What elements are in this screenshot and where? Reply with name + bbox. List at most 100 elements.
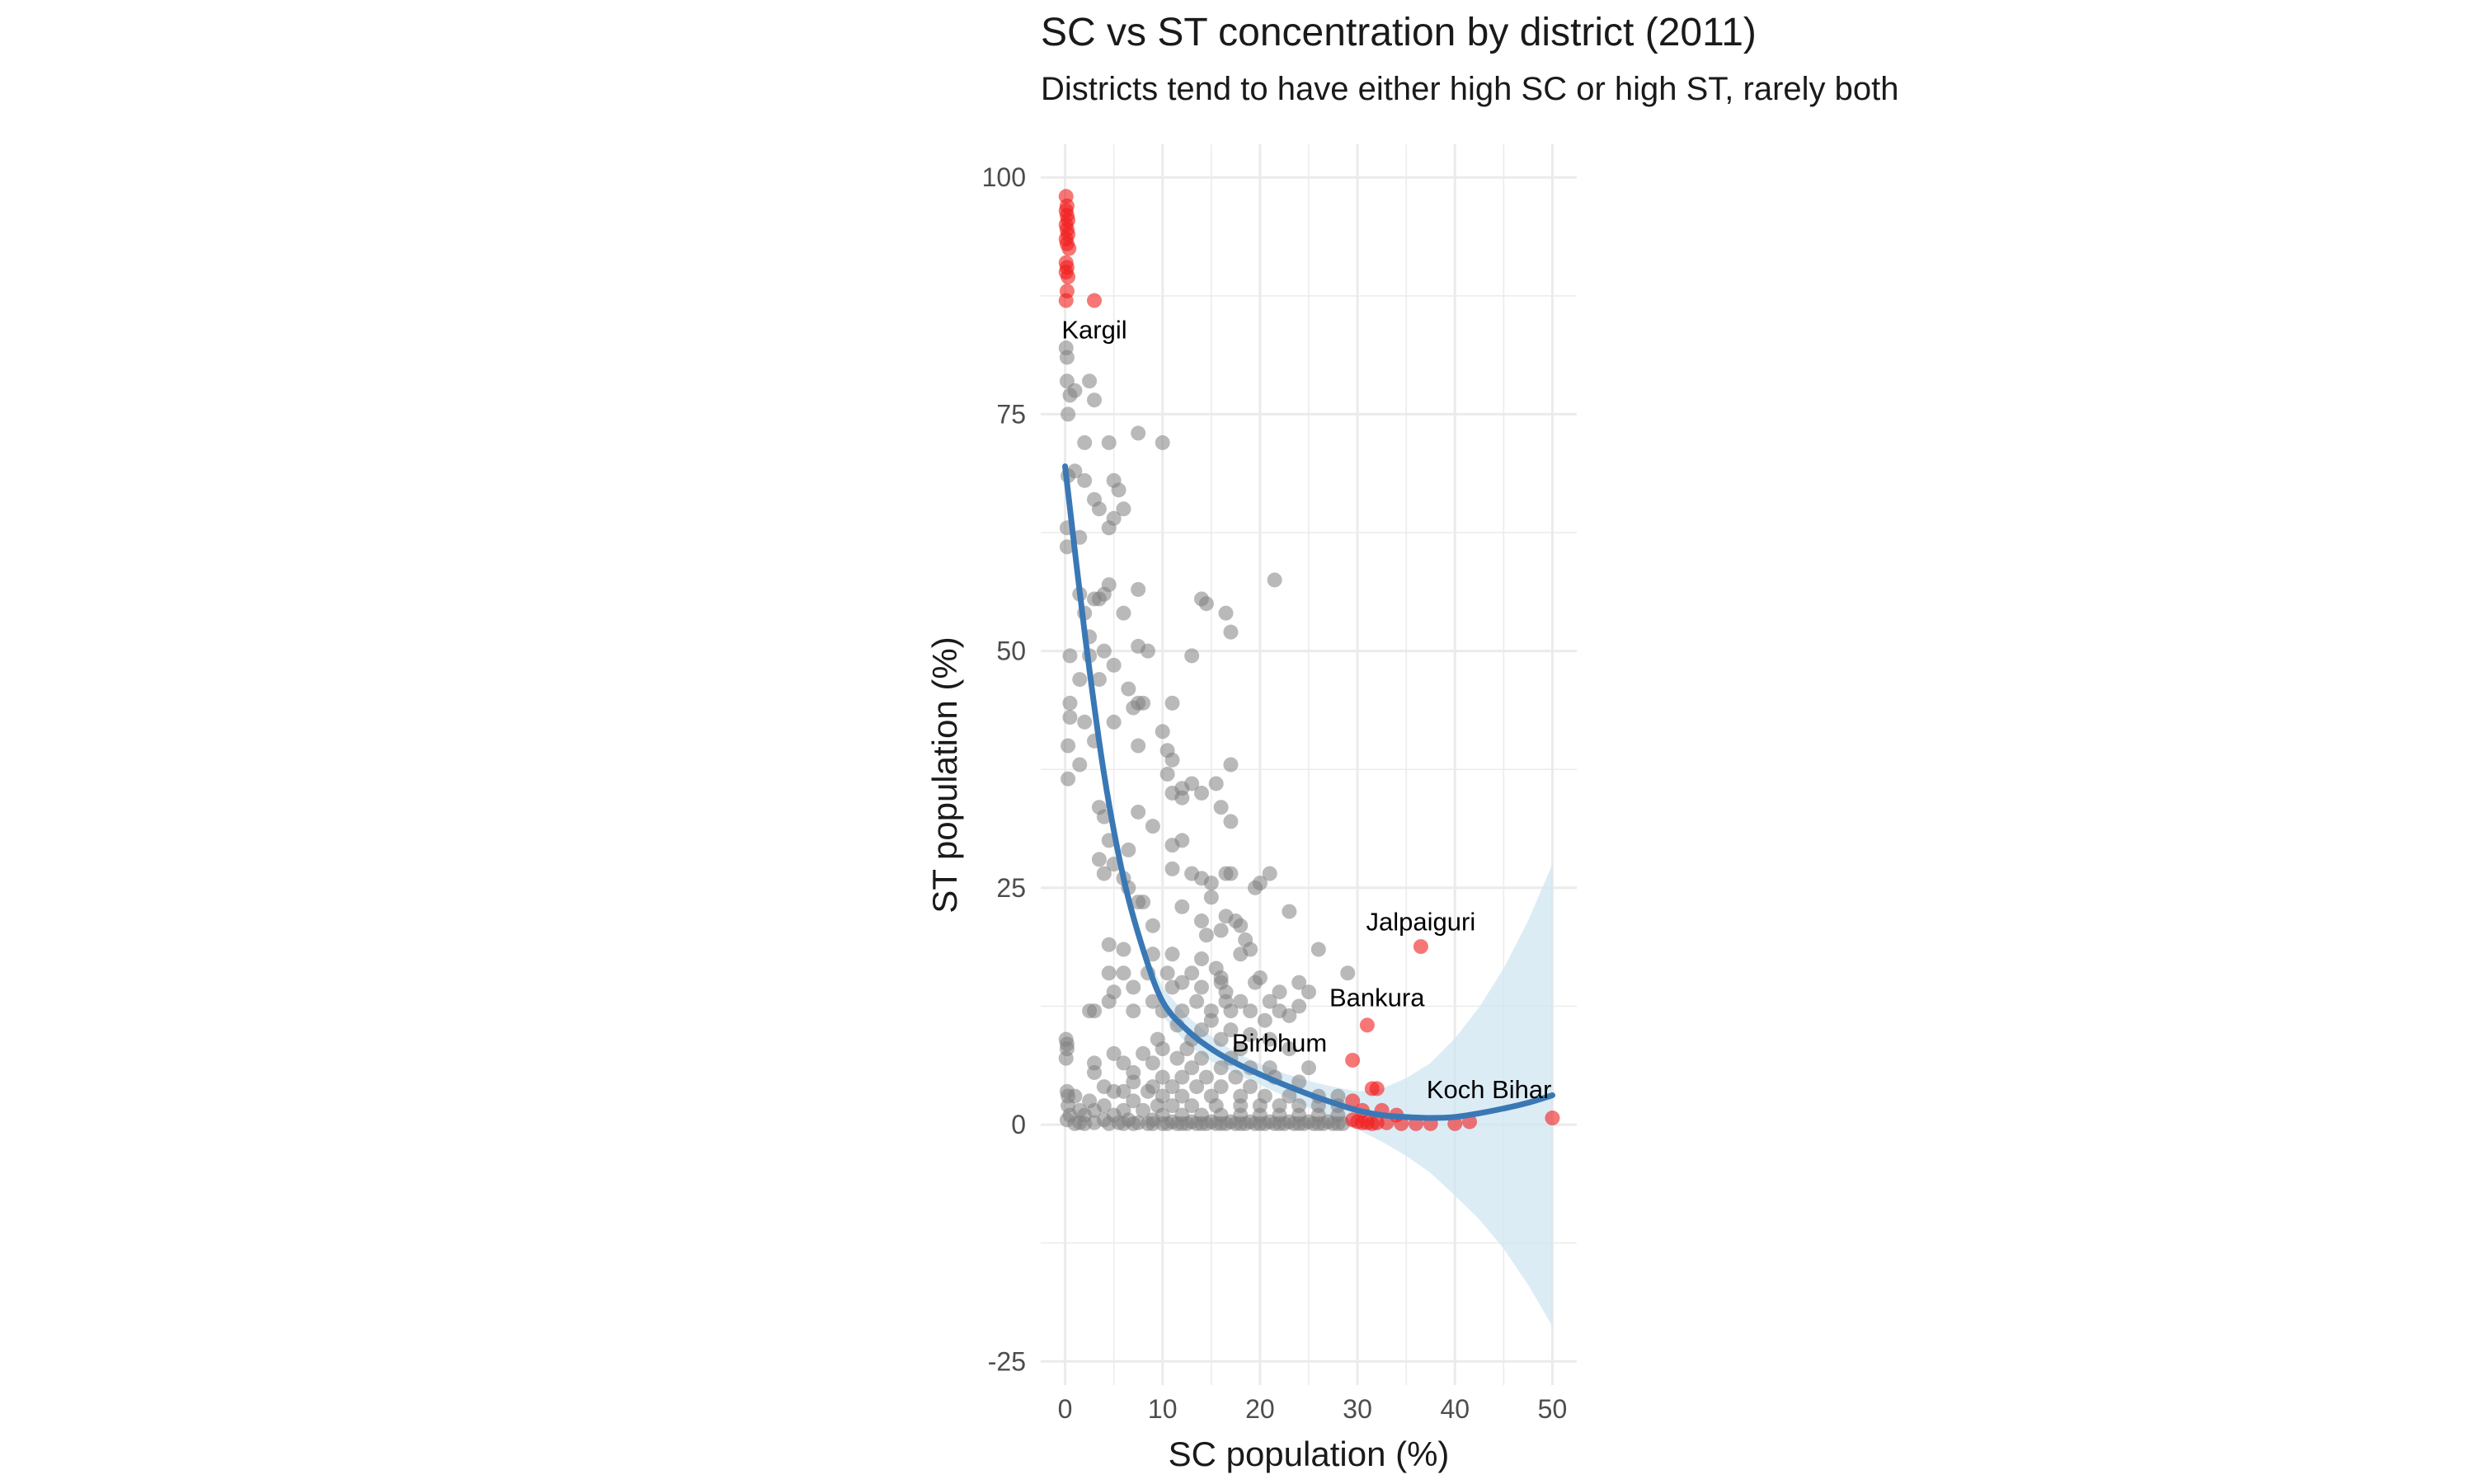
data-point xyxy=(1101,937,1117,952)
data-point xyxy=(1174,1088,1190,1104)
extreme-data-point xyxy=(1394,1115,1409,1131)
data-point xyxy=(1262,866,1277,881)
data-point xyxy=(1310,1115,1326,1131)
data-point xyxy=(1061,738,1076,754)
extreme-data-point xyxy=(1058,293,1074,308)
data-point xyxy=(1091,591,1107,607)
data-point xyxy=(1145,1055,1160,1071)
data-point xyxy=(1194,1022,1209,1038)
trend-line-layer xyxy=(1062,463,1555,1121)
data-point xyxy=(1248,974,1263,990)
data-point xyxy=(1213,923,1229,938)
data-point xyxy=(1126,1115,1141,1131)
data-point xyxy=(1174,899,1190,914)
data-point xyxy=(1061,406,1076,422)
data-point xyxy=(1059,350,1075,365)
data-point xyxy=(1213,1031,1229,1047)
data-point xyxy=(1184,1060,1200,1076)
data-point xyxy=(1169,1050,1185,1066)
data-point xyxy=(1174,1115,1190,1131)
data-point xyxy=(1072,757,1088,773)
data-point xyxy=(1198,1069,1214,1085)
data-point xyxy=(1282,1088,1297,1104)
y-tick-label: -25 xyxy=(988,1346,1026,1376)
data-point xyxy=(1131,425,1146,441)
data-point xyxy=(1145,918,1160,933)
data-point xyxy=(1223,1003,1239,1019)
data-point xyxy=(1223,624,1239,640)
data-point xyxy=(1131,895,1146,910)
data-point xyxy=(1203,876,1219,891)
data-point xyxy=(1131,738,1146,754)
data-point xyxy=(1164,695,1180,711)
data-point xyxy=(1136,1102,1151,1118)
y-tick-label: 100 xyxy=(982,162,1026,192)
confidence-ribbon-layer xyxy=(1065,466,1553,1327)
data-point xyxy=(1164,946,1180,962)
data-point xyxy=(1101,965,1117,981)
data-point xyxy=(1184,648,1200,664)
data-point xyxy=(1223,1022,1239,1038)
data-point xyxy=(1062,695,1078,711)
data-point xyxy=(1096,866,1112,881)
data-point xyxy=(1101,1115,1117,1131)
data-point xyxy=(1213,1060,1229,1076)
data-point xyxy=(1252,1115,1268,1131)
x-tick-label: 20 xyxy=(1245,1394,1275,1424)
data-point xyxy=(1262,993,1277,1009)
data-point xyxy=(1072,672,1088,688)
data-point xyxy=(1228,1069,1244,1085)
data-point xyxy=(1248,880,1263,895)
data-point xyxy=(1213,1115,1229,1131)
data-point xyxy=(1082,1003,1098,1019)
extreme-data-point xyxy=(1061,269,1076,284)
data-point xyxy=(1058,1050,1074,1066)
x-tick-label: 10 xyxy=(1148,1394,1178,1424)
data-point xyxy=(1131,804,1146,819)
data-point xyxy=(1213,1079,1229,1095)
data-point xyxy=(1101,993,1117,1009)
data-point xyxy=(1136,1045,1151,1061)
extreme-data-point xyxy=(1379,1115,1395,1130)
data-point xyxy=(1213,800,1229,815)
data-point xyxy=(1291,1115,1307,1131)
data-point xyxy=(1291,1074,1307,1090)
trend-line xyxy=(1062,463,1555,1121)
confidence-ribbon xyxy=(1065,466,1553,1327)
data-point xyxy=(1116,605,1131,621)
data-point xyxy=(1126,1074,1141,1090)
data-point xyxy=(1330,1115,1346,1131)
data-point xyxy=(1077,472,1093,488)
extreme-data-point xyxy=(1413,939,1428,955)
data-point xyxy=(1077,714,1093,730)
axis-labels: 0 10 20 30 40 50 -25 0 25 50 75 100 xyxy=(982,162,1568,1424)
data-point xyxy=(1091,852,1107,867)
data-point xyxy=(1194,1115,1209,1131)
data-point xyxy=(1243,1003,1258,1019)
data-point xyxy=(1282,1007,1297,1023)
extreme-data-point xyxy=(1087,293,1102,308)
data-point xyxy=(1257,1012,1272,1028)
extreme-data-point xyxy=(1545,1111,1560,1126)
data-point xyxy=(1243,1079,1258,1095)
data-point xyxy=(1189,993,1205,1009)
y-tick-label: 75 xyxy=(996,399,1026,429)
data-point xyxy=(1203,1012,1219,1028)
x-axis-title: SC population (%) xyxy=(1169,1435,1450,1473)
data-point xyxy=(1061,771,1076,787)
extreme-data-point xyxy=(1359,1017,1375,1033)
data-point xyxy=(1155,1069,1170,1085)
data-point xyxy=(1159,965,1175,981)
data-point xyxy=(1223,814,1239,829)
data-point xyxy=(1310,942,1326,957)
data-point xyxy=(1077,434,1093,450)
data-point xyxy=(1291,998,1307,1014)
data-point xyxy=(1164,838,1180,853)
data-point xyxy=(1174,1069,1190,1085)
data-point xyxy=(1203,890,1219,905)
data-point xyxy=(1282,1041,1297,1057)
point-annotation: Kargil xyxy=(1061,316,1126,345)
data-point xyxy=(1116,965,1131,981)
